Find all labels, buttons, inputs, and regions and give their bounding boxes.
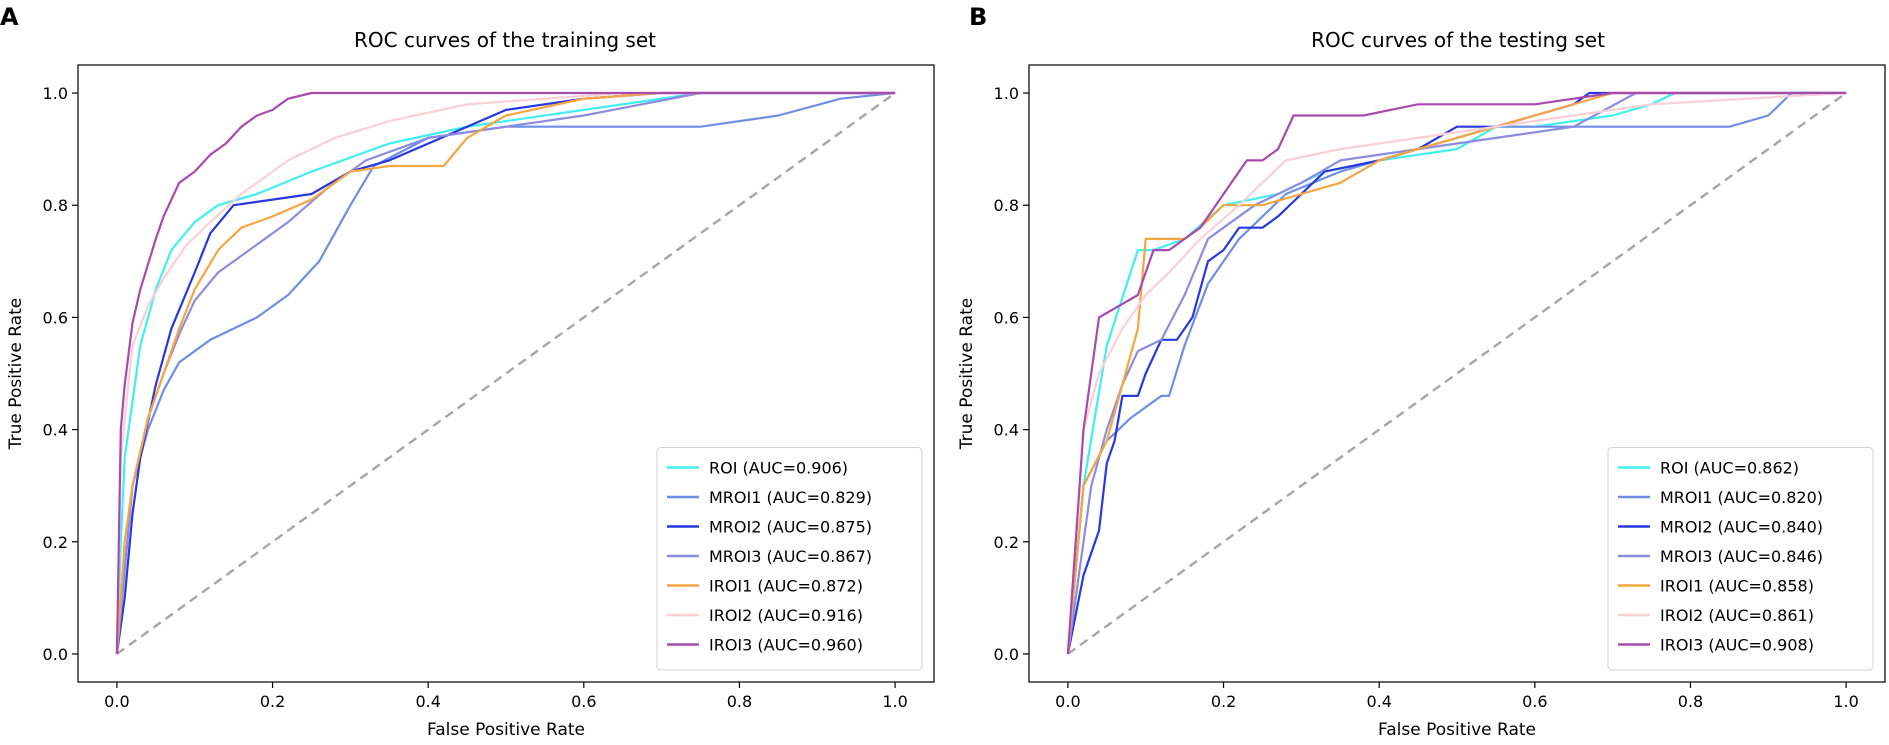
- x-tick-label-b-3: 0.6: [1522, 692, 1547, 711]
- x-tick-label-a-5: 1.0: [882, 692, 907, 711]
- panel-a: A ROC curves of the training set 0.0 0.2 0…: [0, 3, 935, 740]
- y-tick-label-a-1: 0.2: [43, 533, 68, 552]
- chance-diagonal-a: [116, 92, 896, 655]
- legend-b: ROI (AUC=0.862) MROI1 (AUC=0.820) MROI2 (A…: [1607, 447, 1874, 671]
- panel-b: B ROC curves of the testing set 0.0 0.2 0.…: [957, 3, 1886, 740]
- legend-label-mroi3-a: MROI3 (AUC=0.867): [709, 547, 872, 566]
- legend-label-mroi2-a: MROI2 (AUC=0.875): [709, 518, 872, 537]
- roc-line-mroi2-a: [115, 91, 896, 655]
- plot-frame-b: [1028, 64, 1886, 683]
- chance-diagonal-b: [1067, 92, 1847, 655]
- x-tick-label-b-5: 1.0: [1833, 692, 1858, 711]
- panel-letter-a: A: [0, 3, 19, 31]
- roc-line-iroi2-a: [115, 91, 896, 655]
- x-tick-label-b-4: 0.8: [1678, 692, 1703, 711]
- roc-line-iroi3-a: [115, 91, 896, 655]
- y-tick-label-b-4: 0.8: [994, 196, 1019, 215]
- legend-label-mroi2-b: MROI2 (AUC=0.840): [1660, 518, 1823, 537]
- x-tick-label-a-1: 0.2: [260, 692, 285, 711]
- legend-a: ROI (AUC=0.906) MROI1 (AUC=0.829) MROI2 (A…: [656, 447, 923, 671]
- legend-label-roi-b: ROI (AUC=0.862): [1660, 459, 1799, 478]
- y-tick-label-b-2: 0.4: [994, 421, 1019, 440]
- y-tick-label-a-0: 0.0: [43, 645, 68, 664]
- x-tick-label-b-2: 0.4: [1366, 692, 1391, 711]
- y-tick-label-a-4: 0.8: [43, 196, 68, 215]
- y-tick-label-a-5: 1.0: [43, 84, 68, 103]
- legend-label-iroi3-a: IROI3 (AUC=0.960): [709, 636, 863, 655]
- y-tick-label-b-3: 0.6: [994, 308, 1019, 327]
- panel-letter-b: B: [969, 3, 987, 31]
- y-axis-label-b: True Positive Rate: [957, 298, 977, 450]
- y-axis-label-a: True Positive Rate: [6, 298, 26, 450]
- legend-label-mroi1-b: MROI1 (AUC=0.820): [1660, 488, 1823, 507]
- chart-title-a: ROC curves of the training set: [354, 28, 656, 52]
- roc-line-mroi1-b: [1066, 91, 1847, 655]
- series-group-a: [115, 91, 896, 655]
- x-axis-label-b: False Positive Rate: [1378, 720, 1536, 740]
- x-tick-label-a-4: 0.8: [727, 692, 752, 711]
- legend-label-iroi1-a: IROI1 (AUC=0.872): [709, 577, 863, 596]
- y-tick-label-a-3: 0.6: [43, 308, 68, 327]
- x-axis-label-a: False Positive Rate: [427, 720, 585, 740]
- x-tick-label-a-3: 0.6: [571, 692, 596, 711]
- x-tick-label-b-1: 0.2: [1211, 692, 1236, 711]
- y-tick-label-b-1: 0.2: [994, 533, 1019, 552]
- x-tick-label-a-2: 0.4: [415, 692, 440, 711]
- legend-box-b: [1607, 447, 1874, 671]
- x-tick-label-a-0: 0.0: [104, 692, 129, 711]
- y-tick-label-a-2: 0.4: [43, 421, 68, 440]
- legend-label-iroi1-b: IROI1 (AUC=0.858): [1660, 577, 1814, 596]
- y-tick-label-b-5: 1.0: [994, 84, 1019, 103]
- legend-label-mroi3-b: MROI3 (AUC=0.846): [1660, 547, 1823, 566]
- legend-box-a: [656, 447, 923, 671]
- roc-line-roi-a: [115, 91, 896, 655]
- x-tick-label-b-0: 0.0: [1055, 692, 1080, 711]
- roc-line-iroi2-b: [1066, 91, 1847, 655]
- roc-line-iroi1-a: [115, 91, 896, 655]
- legend-label-iroi3-b: IROI3 (AUC=0.908): [1660, 636, 1814, 655]
- legend-label-roi-a: ROI (AUC=0.906): [709, 459, 848, 478]
- chart-title-b: ROC curves of the testing set: [1311, 28, 1605, 52]
- legend-label-iroi2-b: IROI2 (AUC=0.861): [1660, 606, 1814, 625]
- legend-label-mroi1-a: MROI1 (AUC=0.829): [709, 488, 872, 507]
- legend-label-iroi2-a: IROI2 (AUC=0.916): [709, 606, 863, 625]
- roc-line-mroi1-a: [115, 91, 896, 655]
- y-tick-label-b-0: 0.0: [994, 645, 1019, 664]
- roc-line-iroi3-b: [1066, 91, 1847, 655]
- plot-frame-a: [77, 64, 935, 683]
- series-group-b: [1066, 91, 1847, 655]
